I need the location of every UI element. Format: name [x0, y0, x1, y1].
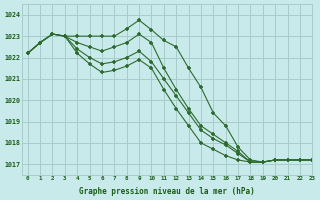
X-axis label: Graphe pression niveau de la mer (hPa): Graphe pression niveau de la mer (hPa) [79, 187, 255, 196]
